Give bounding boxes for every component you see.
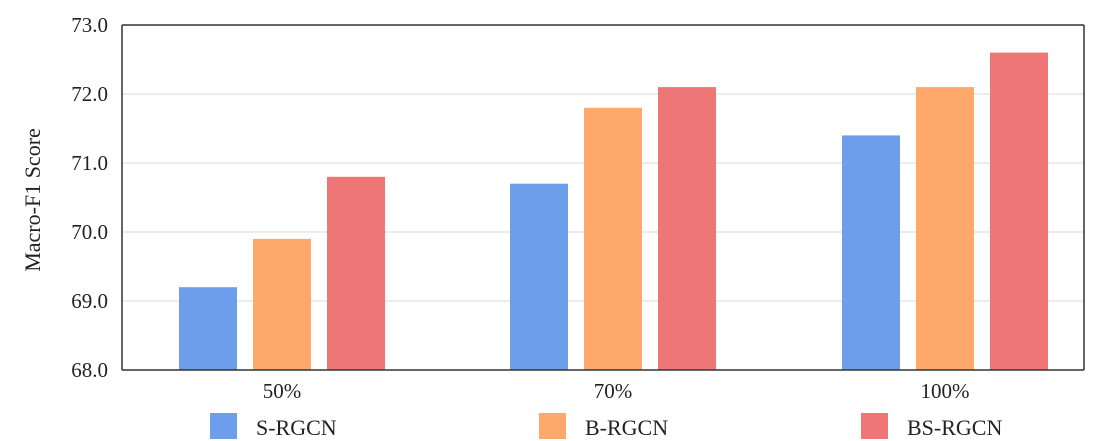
bar-b-rgcn-2 xyxy=(916,87,974,370)
bar-b-rgcn-1 xyxy=(584,107,642,371)
bar-s-rgcn-0 xyxy=(179,287,237,370)
bar-s-rgcn-2 xyxy=(842,135,900,370)
legend: S-RGCN B-RGCN BS-RGCN xyxy=(210,413,1002,440)
legend-label-bs-rgcn: BS-RGCN xyxy=(907,415,1002,440)
legend-swatch-b-rgcn xyxy=(539,413,566,439)
x-tick-labels: 50% 70% 100% xyxy=(263,379,970,403)
y-axis-title: Macro-F1 Score xyxy=(20,128,45,272)
bars xyxy=(179,52,1048,371)
legend-label-b-rgcn: B-RGCN xyxy=(585,415,668,440)
y-tick-label: 68.0 xyxy=(71,358,108,382)
legend-label-s-rgcn: S-RGCN xyxy=(256,415,337,440)
bar-b-rgcn-0 xyxy=(253,238,311,370)
y-tick-label: 71.0 xyxy=(71,151,108,175)
bar-s-rgcn-1 xyxy=(510,183,568,370)
legend-swatch-bs-rgcn xyxy=(861,413,888,439)
x-tick-label: 100% xyxy=(921,379,970,403)
y-tick-label: 69.0 xyxy=(71,289,108,313)
bar-bs-rgcn-1 xyxy=(658,87,716,370)
legend-swatch-s-rgcn xyxy=(210,413,237,439)
x-tick-label: 50% xyxy=(263,379,302,403)
y-tick-label: 72.0 xyxy=(71,82,108,106)
axes xyxy=(121,24,1085,371)
y-tick-label: 73.0 xyxy=(71,13,108,37)
y-tick-labels: 68.0 69.0 70.0 71.0 72.0 73.0 xyxy=(71,13,108,382)
y-tick-label: 70.0 xyxy=(71,220,108,244)
bar-bs-rgcn-0 xyxy=(327,176,385,370)
bar-bs-rgcn-2 xyxy=(990,52,1048,370)
x-tick-label: 70% xyxy=(594,379,633,403)
